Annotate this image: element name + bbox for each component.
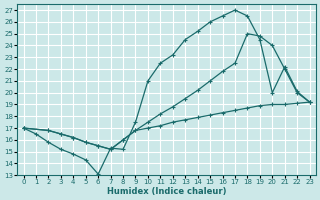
X-axis label: Humidex (Indice chaleur): Humidex (Indice chaleur) bbox=[107, 187, 226, 196]
